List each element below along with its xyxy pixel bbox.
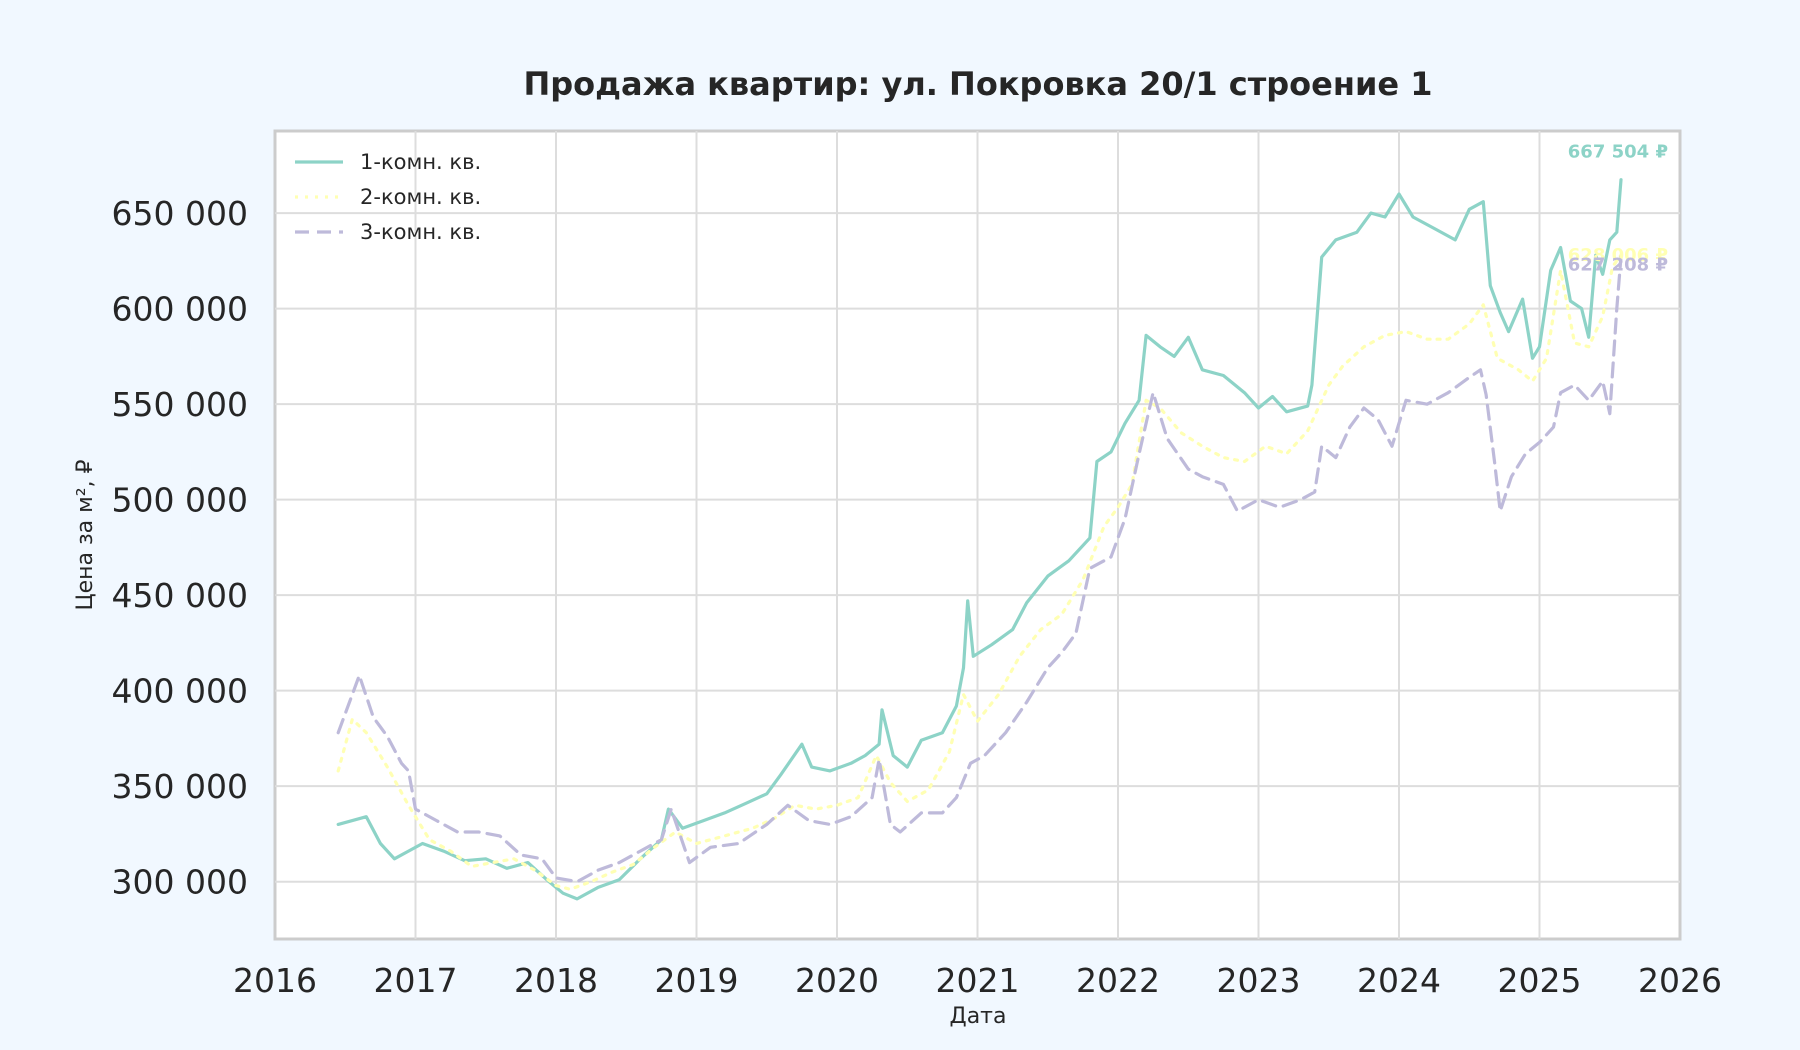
legend-label-3: 3-комн. кв. [360, 220, 481, 244]
x-axis-label: Дата [950, 1004, 1007, 1029]
legend-label-1: 1-комн. кв. [360, 150, 481, 174]
legend-label-2: 2-комн. кв. [360, 185, 481, 209]
end-value-label-2: 628 006 ₽ [1568, 245, 1668, 266]
x-tick-label: 2018 [514, 961, 598, 1000]
x-tick-label: 2019 [655, 961, 739, 1000]
y-tick-label: 550 000 [112, 385, 248, 424]
series-line-2 [336, 253, 1623, 891]
end-value-label-3: 627 208 ₽ [1568, 255, 1668, 276]
y-tick-label: 450 000 [112, 576, 248, 615]
y-tick-label: 350 000 [112, 767, 248, 806]
y-axis-label: Цена за м², ₽ [73, 459, 98, 610]
x-tick-label: 2025 [1498, 961, 1582, 1000]
series-line-1 [336, 178, 1623, 901]
ticks: 2016 2017 2018 2019 2020 2021 2022 2023 2024 2025… [112, 194, 1722, 1000]
y-tick-label: 300 000 [112, 863, 248, 902]
end-value-label-1: 667 504 ₽ [1568, 142, 1668, 163]
series-line-3 [336, 255, 1623, 884]
x-tick-label: 2022 [1076, 961, 1160, 1000]
y-tick-label: 650 000 [112, 194, 248, 233]
x-tick-label: 2026 [1638, 961, 1722, 1000]
series-group [336, 178, 1623, 901]
x-tick-label: 2020 [795, 961, 879, 1000]
y-tick-label: 500 000 [112, 481, 248, 520]
y-tick-label: 600 000 [112, 290, 248, 329]
x-tick-label: 2017 [374, 961, 458, 1000]
y-tick-label: 400 000 [112, 672, 248, 711]
end-labels: 667 504 ₽ 628 006 ₽627 208 ₽ [1568, 142, 1668, 276]
x-tick-label: 2024 [1357, 961, 1441, 1000]
legend: 1-комн. кв. 2-комн. кв. 3-комн. кв. [295, 150, 481, 244]
x-tick-label: 2021 [936, 961, 1020, 1000]
chart-title: Продажа квартир: ул. Покровка 20/1 строе… [523, 65, 1432, 103]
x-tick-label: 2023 [1217, 961, 1301, 1000]
x-tick-label: 2016 [233, 961, 317, 1000]
